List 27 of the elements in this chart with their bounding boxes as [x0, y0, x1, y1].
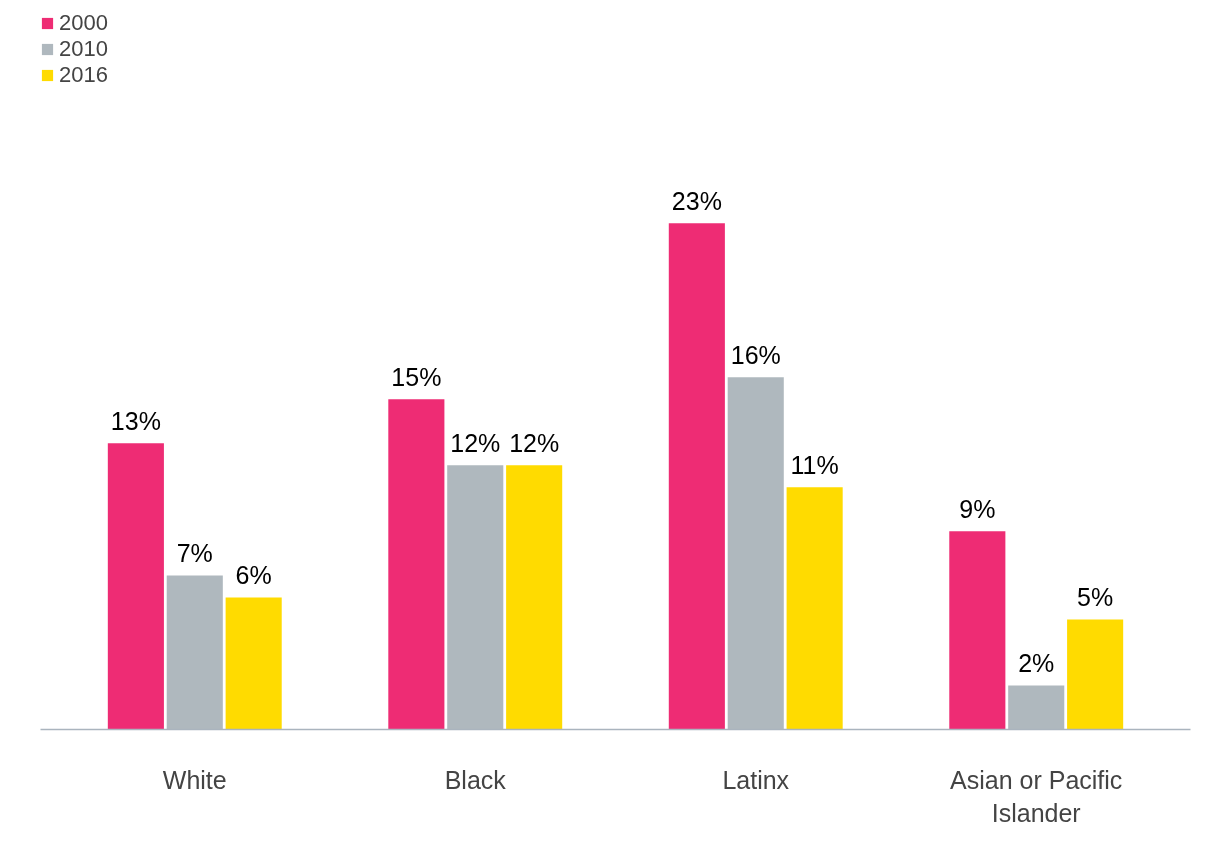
bar [107, 443, 164, 730]
bar [388, 399, 445, 730]
legend-label: 2000 [59, 10, 108, 36]
bar [949, 531, 1006, 730]
x-tick-label: White [162, 765, 227, 794]
data-label: 16% [730, 341, 781, 370]
data-label: 11% [790, 451, 839, 480]
data-label: 7% [176, 539, 213, 568]
bar [225, 597, 282, 730]
data-label: 5% [1077, 583, 1114, 612]
x-tick-label: Asian or Pacific Islander [950, 765, 1123, 828]
data-label: 13% [110, 407, 161, 436]
bar [506, 465, 563, 730]
x-tick-label: Latinx [722, 765, 790, 794]
data-label: 12% [509, 429, 560, 458]
bar [786, 487, 843, 730]
x-tick-label: Black [444, 765, 507, 794]
data-label: 12% [450, 429, 501, 458]
data-label: 15% [391, 363, 442, 392]
legend-label: 2016 [59, 62, 108, 88]
data-label: 2% [1018, 649, 1055, 678]
legend-label: 2010 [59, 36, 108, 62]
data-label: 23% [671, 187, 722, 216]
bar [1067, 619, 1124, 730]
data-label: 9% [959, 495, 996, 524]
data-label: 6% [235, 561, 272, 590]
bar [668, 223, 725, 730]
